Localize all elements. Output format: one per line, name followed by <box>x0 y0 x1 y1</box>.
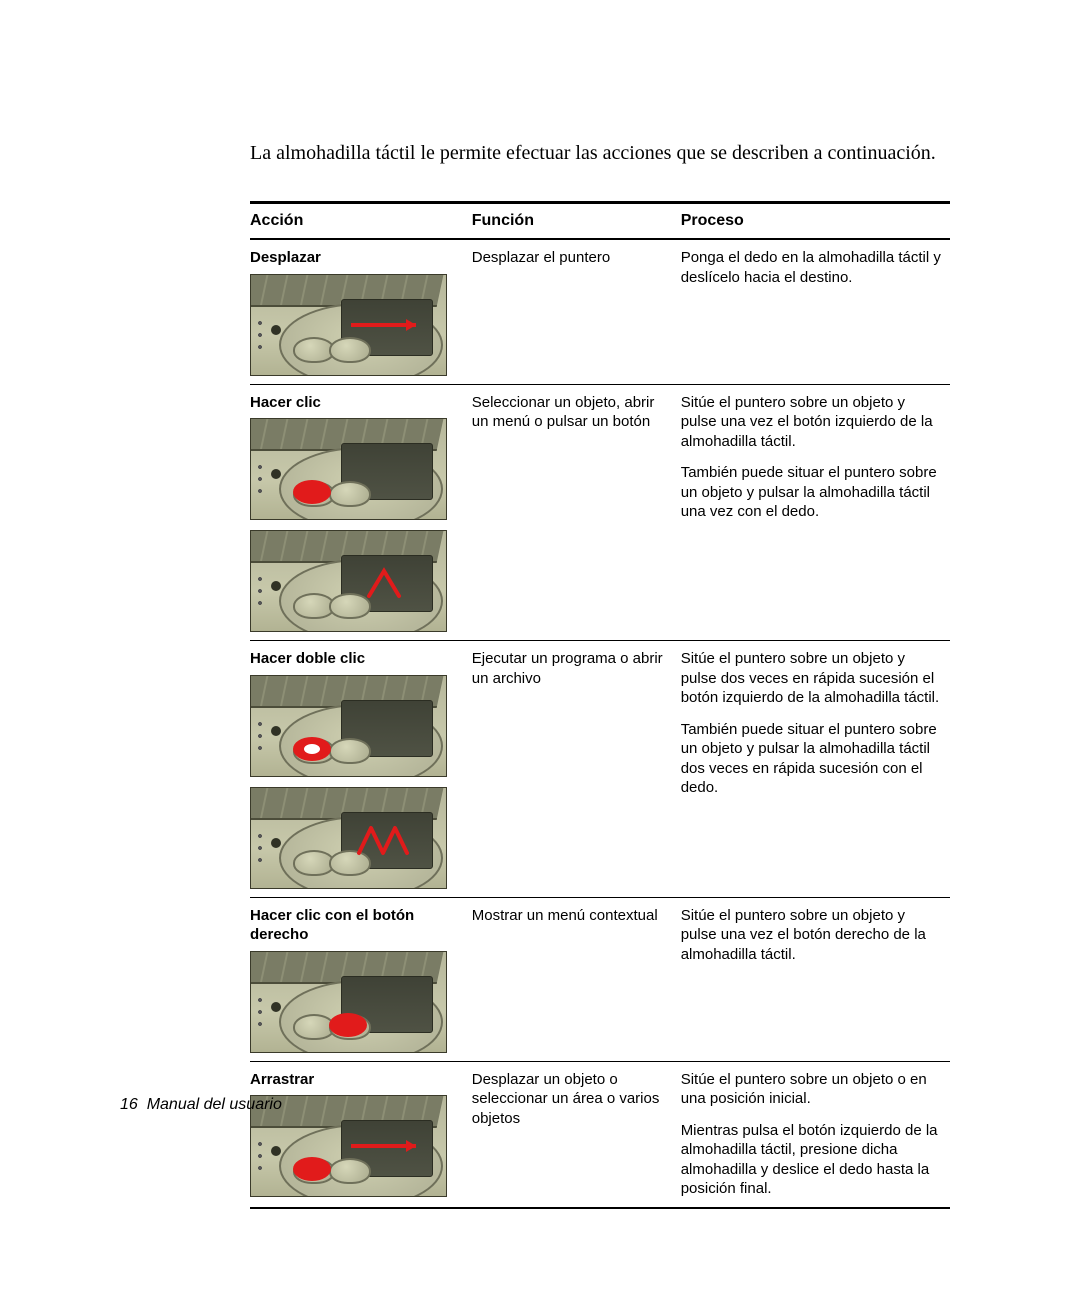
cell-function: Desplazar el puntero <box>472 239 681 384</box>
table-row: Arrastrar Desplazar un objeto o seleccio… <box>250 1061 950 1208</box>
footer-text: Manual del usuario <box>147 1096 282 1113</box>
cell-process: Sitúe el puntero sobre un objeto y pulse… <box>681 897 950 1061</box>
table-row: Hacer clic con el botón derecho Mostrar … <box>250 897 950 1061</box>
trackpad-diagram <box>250 274 447 376</box>
table-row: Desplazar Desplazar el punteroPonga el d… <box>250 239 950 384</box>
table-row: Hacer doble clic Ejecutar un programa o … <box>250 641 950 898</box>
col-header-process: Proceso <box>681 203 950 240</box>
process-paragraph: También puede situar el puntero sobre un… <box>681 720 942 798</box>
process-paragraph: Sitúe el puntero sobre un objeto y pulse… <box>681 906 942 965</box>
trackpad-diagram <box>250 418 447 520</box>
process-paragraph: Mientras pulsa el botón izquierdo de la … <box>681 1121 942 1199</box>
diagram-stack <box>250 675 464 889</box>
footer-page-number: 16 <box>120 1096 138 1113</box>
diagram-stack <box>250 1095 464 1197</box>
document-page: La almohadilla táctil le permite efectua… <box>0 0 1080 1309</box>
cell-action: Hacer doble clic <box>250 641 472 898</box>
cell-function: Seleccionar un objeto, abrir un menú o p… <box>472 384 681 641</box>
diagram-stack <box>250 418 464 632</box>
action-label: Arrastrar <box>250 1070 464 1090</box>
intro-paragraph: La almohadilla táctil le permite efectua… <box>250 140 985 167</box>
cell-function: Desplazar un objeto o seleccionar un áre… <box>472 1061 681 1208</box>
cell-function: Ejecutar un programa o abrir un archivo <box>472 641 681 898</box>
cell-action: Hacer clic <box>250 384 472 641</box>
trackpad-diagram <box>250 530 447 632</box>
action-label: Hacer clic con el botón derecho <box>250 906 464 945</box>
table-header-row: Acción Función Proceso <box>250 203 950 240</box>
cell-process: Sitúe el puntero sobre un objeto o en un… <box>681 1061 950 1208</box>
process-paragraph: Sitúe el puntero sobre un objeto o en un… <box>681 1070 942 1109</box>
page-footer: 16 Manual del usuario <box>120 1096 282 1114</box>
process-paragraph: Sitúe el puntero sobre un objeto y pulse… <box>681 649 942 708</box>
col-header-action: Acción <box>250 203 472 240</box>
process-paragraph: También puede situar el puntero sobre un… <box>681 463 942 522</box>
trackpad-diagram <box>250 951 447 1053</box>
cell-action: Arrastrar <box>250 1061 472 1208</box>
diagram-stack <box>250 274 464 376</box>
trackpad-diagram <box>250 787 447 889</box>
process-paragraph: Sitúe el puntero sobre un objeto y pulse… <box>681 393 942 452</box>
actions-table: Acción Función Proceso Desplazar Desplaz… <box>250 201 950 1209</box>
diagram-stack <box>250 951 464 1053</box>
cell-process: Sitúe el puntero sobre un objeto y pulse… <box>681 384 950 641</box>
table-row: Hacer clic Seleccionar un objeto, abrir … <box>250 384 950 641</box>
cell-action: Desplazar <box>250 239 472 384</box>
cell-action: Hacer clic con el botón derecho <box>250 897 472 1061</box>
action-label: Hacer doble clic <box>250 649 464 669</box>
cell-process: Sitúe el puntero sobre un objeto y pulse… <box>681 641 950 898</box>
process-paragraph: Ponga el dedo en la almohadilla táctil y… <box>681 248 942 287</box>
cell-process: Ponga el dedo en la almohadilla táctil y… <box>681 239 950 384</box>
action-label: Hacer clic <box>250 393 464 413</box>
cell-function: Mostrar un menú contextual <box>472 897 681 1061</box>
action-label: Desplazar <box>250 248 464 268</box>
trackpad-diagram <box>250 675 447 777</box>
col-header-function: Función <box>472 203 681 240</box>
